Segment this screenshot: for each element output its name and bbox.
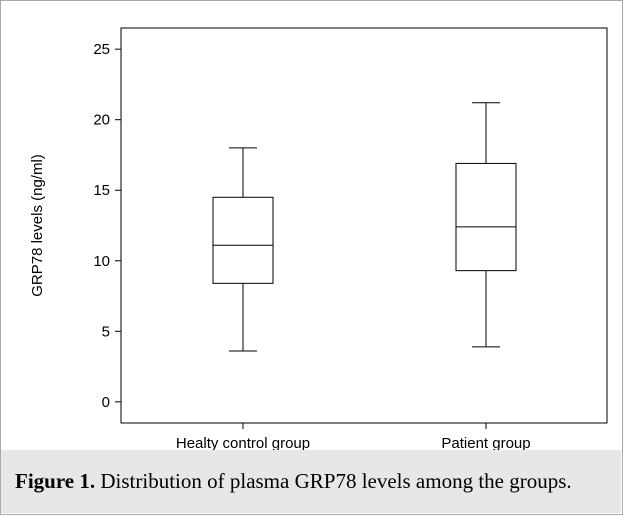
caption-label: Figure 1. (15, 469, 96, 493)
figure-caption: Figure 1. Distribution of plasma GRP78 l… (1, 450, 621, 513)
y-tick-label: 15 (93, 182, 110, 199)
x-axis: Healty control group Patient group (176, 423, 531, 450)
y-tick-label: 10 (93, 253, 110, 270)
box-2 (455, 102, 517, 348)
iqr-box (455, 162, 517, 272)
box-1 (212, 147, 274, 352)
y-tick-label: 20 (93, 112, 110, 129)
box-plot-chart: 0 5 10 15 20 25 Healty control group Patient g… (29, 27, 608, 450)
y-tick-label: 5 (102, 323, 110, 340)
caption-text: Distribution of plasma GRP78 levels amon… (95, 469, 572, 493)
y-axis: 0 5 10 15 20 25 (93, 41, 121, 411)
x-tick-label: Healty control group (176, 435, 310, 450)
plot-area (120, 27, 608, 424)
x-tick-label: Patient group (441, 435, 530, 450)
iqr-box (212, 196, 274, 284)
y-axis-label: GRP78 levels (ng/ml) (29, 154, 46, 297)
y-tick-label: 25 (93, 41, 110, 58)
y-tick-label: 0 (102, 394, 110, 411)
boxes (212, 102, 517, 352)
